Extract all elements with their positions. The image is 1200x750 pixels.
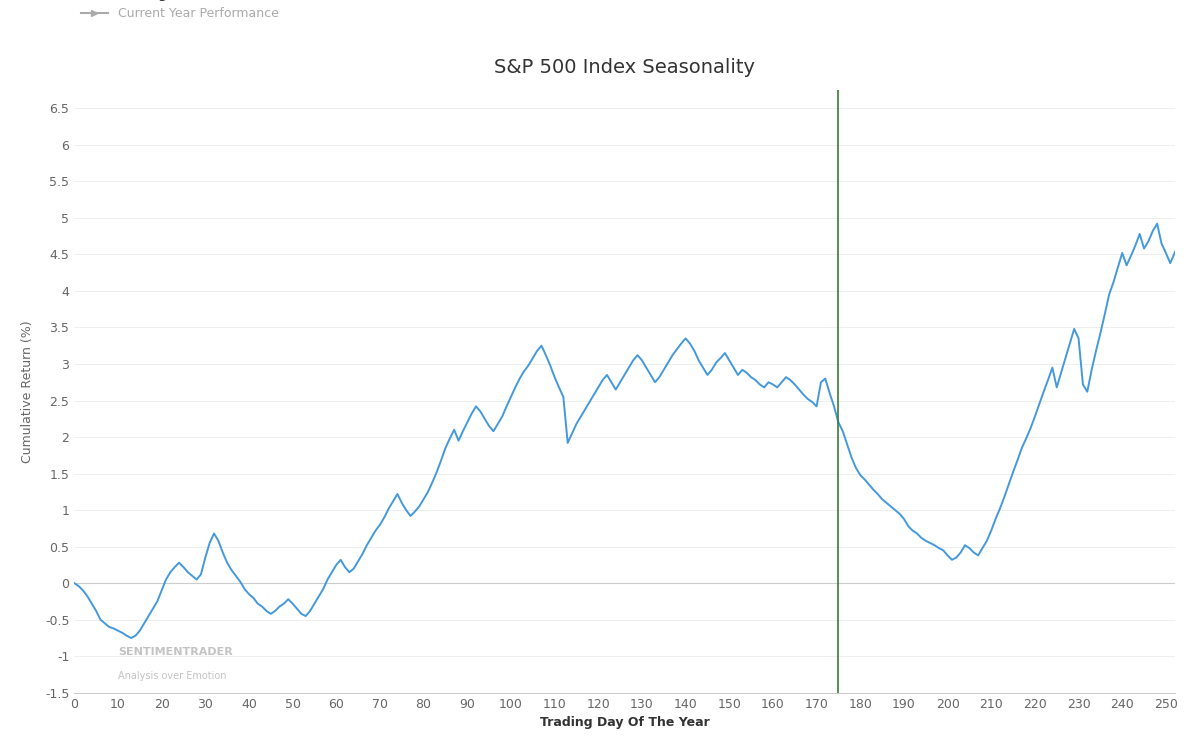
- X-axis label: Trading Day Of The Year: Trading Day Of The Year: [540, 716, 709, 729]
- Text: SENTIMENTRADER: SENTIMENTRADER: [119, 646, 233, 656]
- Title: S&P 500 Index Seasonality: S&P 500 Index Seasonality: [494, 58, 755, 77]
- Text: Analysis over Emotion: Analysis over Emotion: [119, 670, 227, 681]
- Legend: Average of All Years, Current Year Performance: Average of All Years, Current Year Perfo…: [80, 0, 278, 20]
- Y-axis label: Cumulative Return (%): Cumulative Return (%): [20, 320, 34, 463]
